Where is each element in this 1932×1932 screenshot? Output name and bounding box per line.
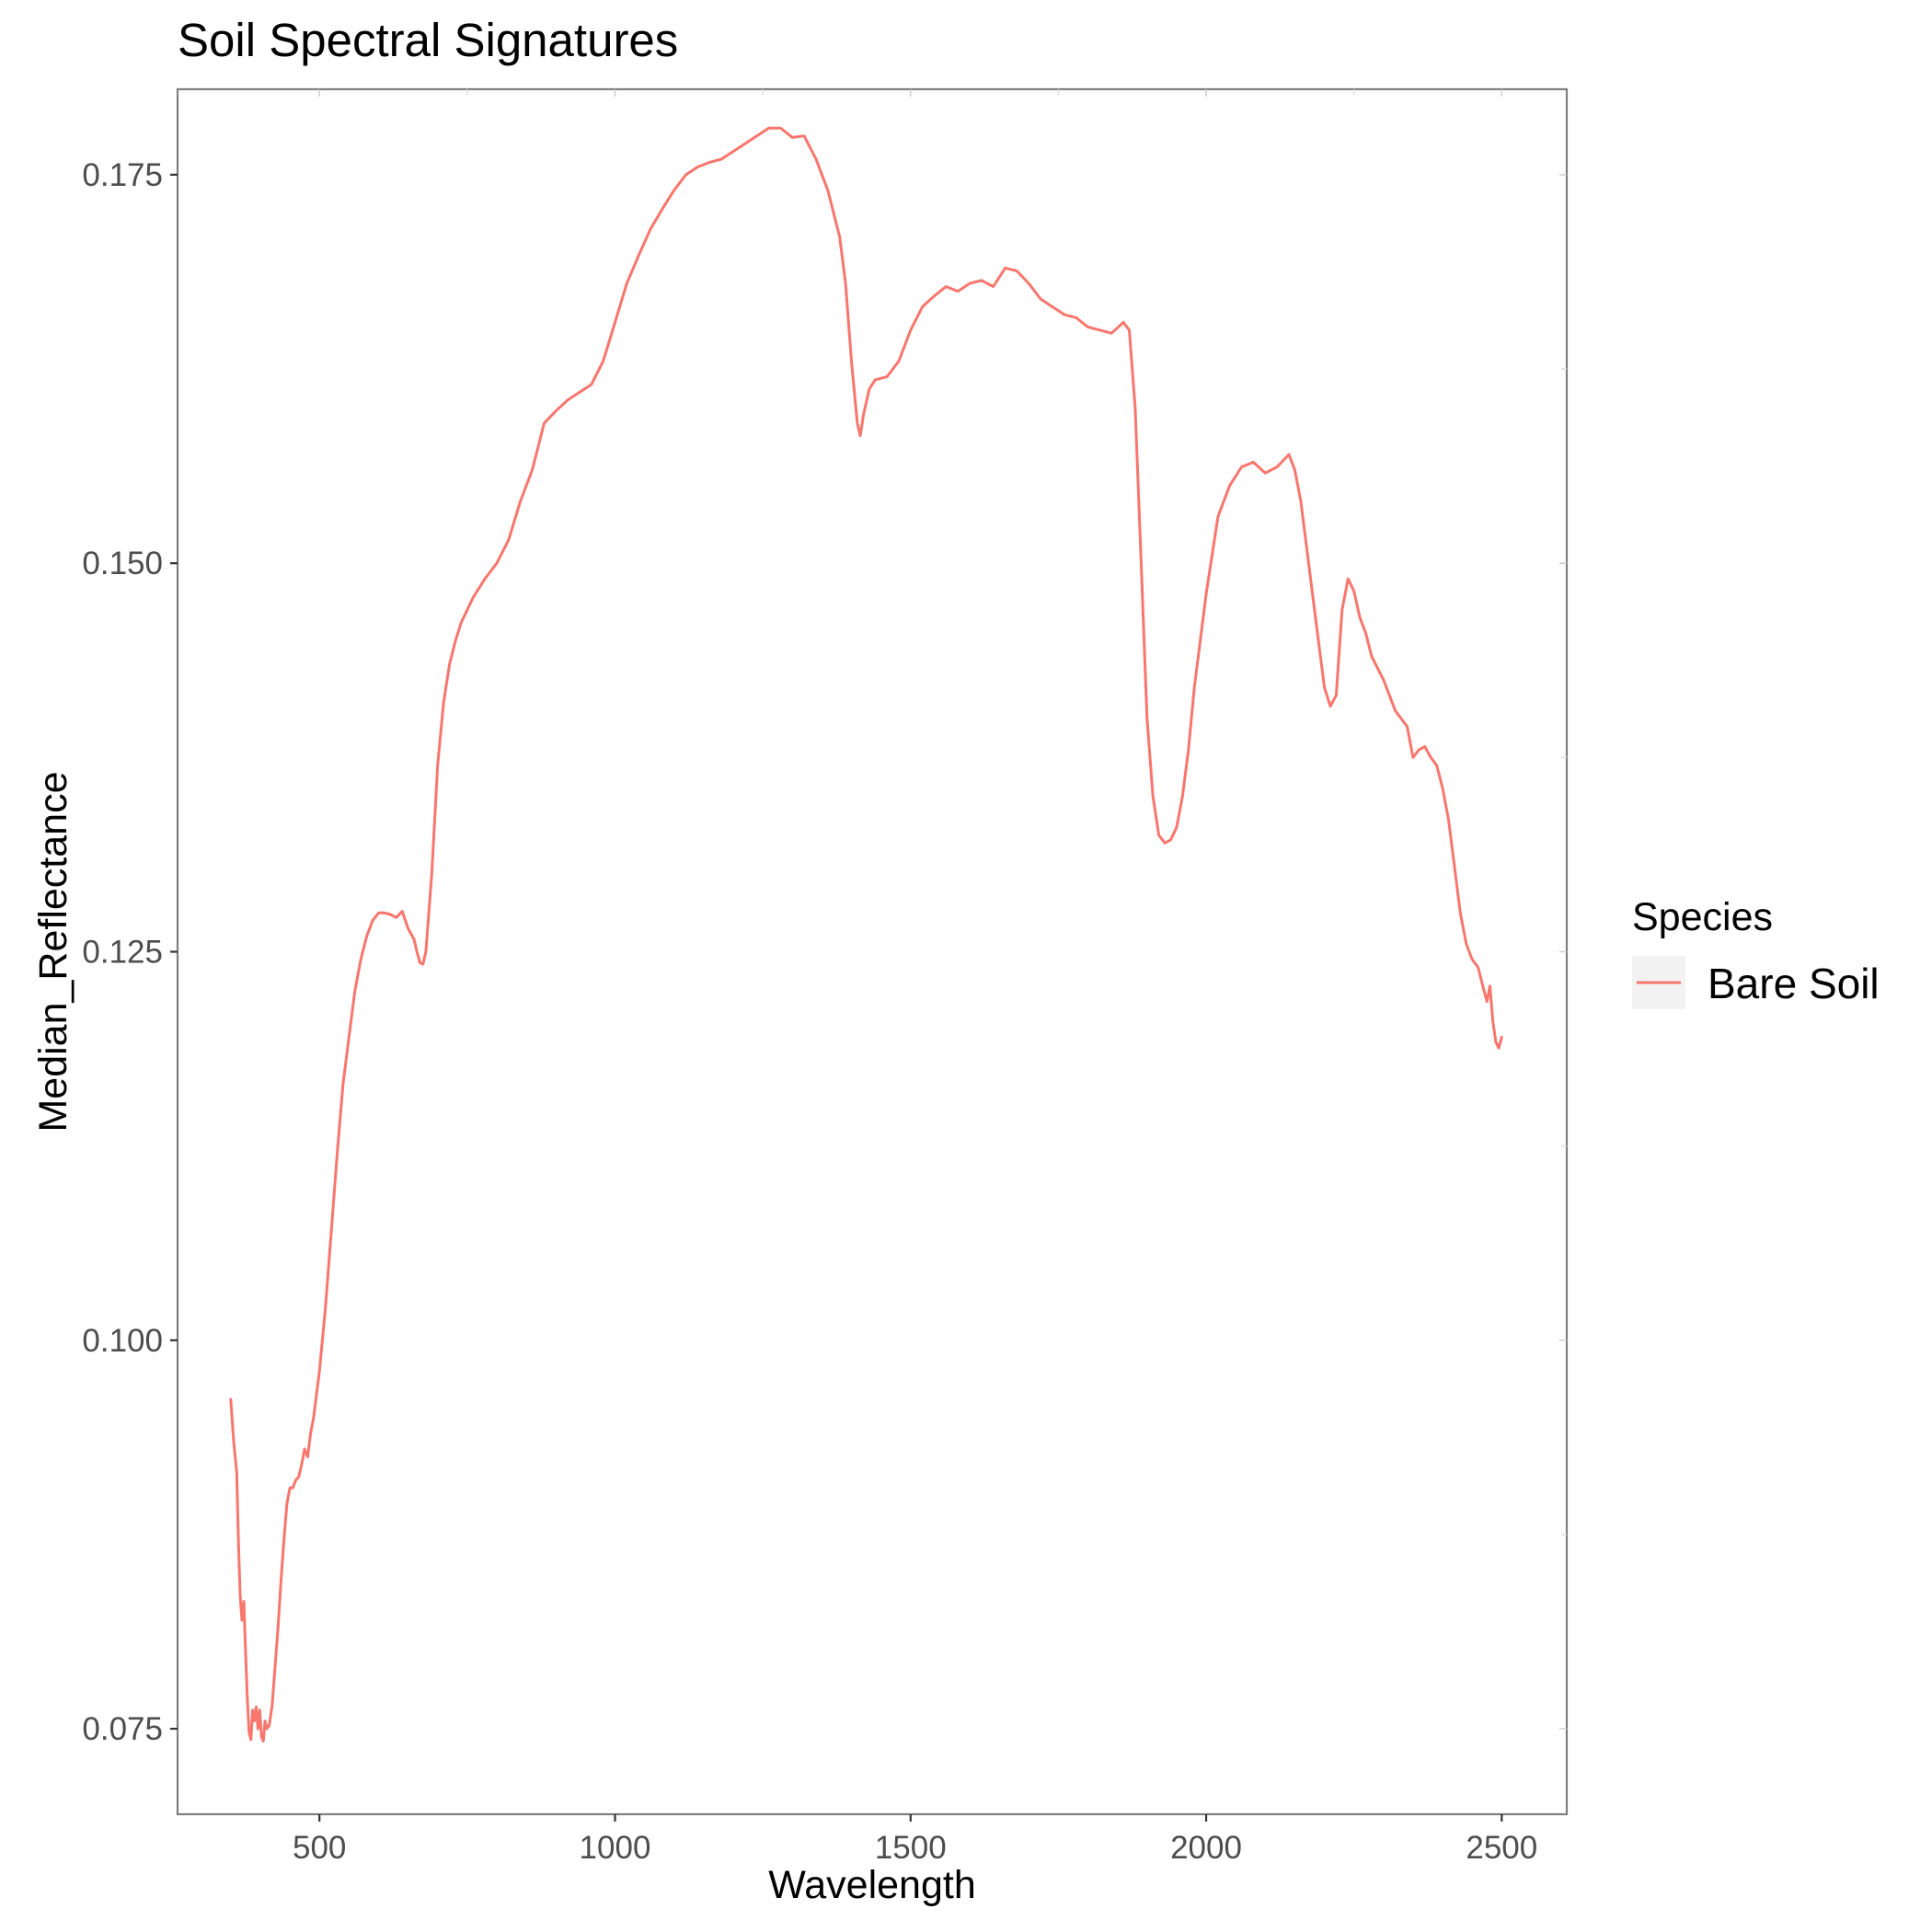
y-tick-label: 0.100 xyxy=(82,1323,163,1359)
plot-panel xyxy=(176,87,1569,1816)
y-tick-label: 0.125 xyxy=(82,935,163,971)
series-line-bare-soil xyxy=(229,126,1503,1743)
x-axis: 500 1000 1500 2000 2500 xyxy=(293,89,1537,1866)
x-axis-title: Wavelength xyxy=(768,1863,975,1907)
y-axis: 0.075 0.100 0.125 0.150 0.175 xyxy=(82,157,1567,1747)
y-tick-label: 0.075 xyxy=(82,1711,163,1747)
legend-title: Species xyxy=(1632,895,1773,939)
legend-label-bare-soil: Bare Soil xyxy=(1708,960,1880,1007)
x-tick-label: 1000 xyxy=(580,1830,651,1866)
x-tick-label: 500 xyxy=(293,1830,346,1866)
chart-title: Soil Spectral Signatures xyxy=(178,14,678,66)
legend: Species Bare Soil xyxy=(1632,895,1880,1009)
y-axis-title: Median_Reflectance xyxy=(31,771,75,1132)
x-tick-label: 1500 xyxy=(875,1830,947,1866)
x-tick-label: 2000 xyxy=(1170,1830,1242,1866)
y-tick-label: 0.175 xyxy=(82,157,163,193)
y-tick-label: 0.150 xyxy=(82,546,163,581)
x-tick-label: 2500 xyxy=(1466,1830,1537,1866)
